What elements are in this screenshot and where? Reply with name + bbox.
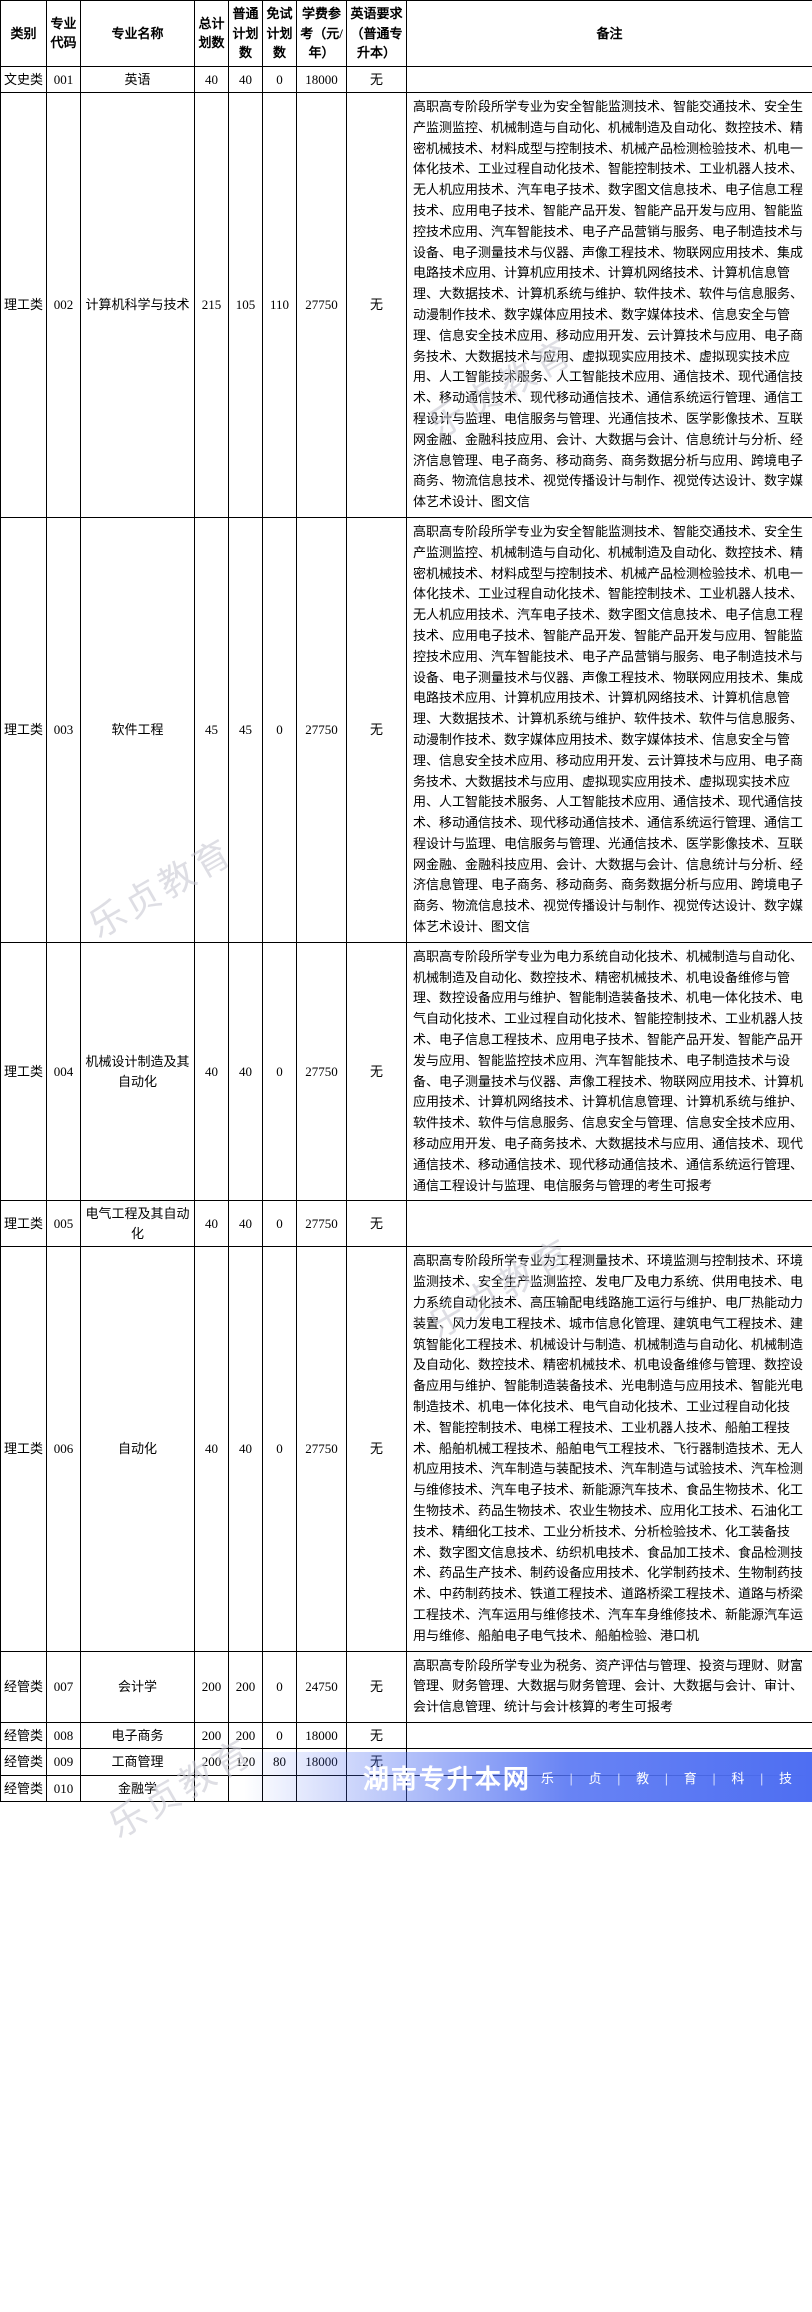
cell-remark: 高职高专阶段所学专业为电力系统自动化技术、机械制造与自动化、机械制造及自动化、数…: [407, 942, 812, 1201]
col-header: 专业名称: [81, 1, 195, 67]
col-header: 学费参考（元/年）: [297, 1, 347, 67]
cell-exempt: 110: [263, 93, 297, 518]
cell-name: 自动化: [81, 1247, 195, 1651]
cell-total: 215: [195, 93, 229, 518]
table-row: 理工类004机械设计制造及其自动化4040027750无高职高专阶段所学专业为电…: [1, 942, 812, 1201]
cell-name: 电子商务: [81, 1722, 195, 1749]
cell-remark: [407, 1722, 812, 1749]
cell-name: 电气工程及其自动化: [81, 1201, 195, 1247]
cell-normal: 40: [229, 942, 263, 1201]
cell-cat: 理工类: [1, 942, 47, 1201]
table-row: 理工类002计算机科学与技术21510511027750无高职高专阶段所学专业为…: [1, 93, 812, 518]
table-row: 理工类005电气工程及其自动化4040027750无: [1, 1201, 812, 1247]
table-row: 理工类006自动化4040027750无高职高专阶段所学专业为工程测量技术、环境…: [1, 1247, 812, 1651]
table-row: 文史类001英语4040018000无: [1, 66, 812, 93]
cell-cat: 经管类: [1, 1651, 47, 1722]
cell-remark: 高职高专阶段所学专业为税务、资产评估与管理、投资与理财、财富管理、财务管理、大数…: [407, 1651, 812, 1722]
cell-code: 002: [47, 93, 81, 518]
cell-remark: 高职高专阶段所学专业为安全智能监测技术、智能交通技术、安全生产监测监控、机械制造…: [407, 517, 812, 942]
cell-code: 006: [47, 1247, 81, 1651]
cell-total: 200: [195, 1722, 229, 1749]
cell-eng: 无: [347, 942, 407, 1201]
cell-exempt: 0: [263, 66, 297, 93]
table-row: 理工类003软件工程4545027750无高职高专阶段所学专业为安全智能监测技术…: [1, 517, 812, 942]
cell-code: 003: [47, 517, 81, 942]
col-header: 免试计划数: [263, 1, 297, 67]
footer-subtitle: 乐 | 贞 | 教 | 育 | 科 | 技: [541, 1768, 798, 1787]
cell-cat: 理工类: [1, 1247, 47, 1651]
cell-cat: 理工类: [1, 93, 47, 518]
cell-eng: 无: [347, 93, 407, 518]
cell-fee: 18000: [297, 66, 347, 93]
cell-exempt: 0: [263, 1201, 297, 1247]
cell-fee: 27750: [297, 942, 347, 1201]
cell-normal: 40: [229, 66, 263, 93]
cell-fee: 24750: [297, 1651, 347, 1722]
cell-code: 004: [47, 942, 81, 1201]
cell-total: 200: [195, 1651, 229, 1722]
cell-eng: 无: [347, 1722, 407, 1749]
cell-total: 40: [195, 1247, 229, 1651]
cell-eng: 无: [347, 1201, 407, 1247]
cell-name: 会计学: [81, 1651, 195, 1722]
cell-remark: [407, 66, 812, 93]
table-header-row: 类别专业代码专业名称总计划数普通计划数免试计划数学费参考（元/年）英语要求（普通…: [1, 1, 812, 67]
cell-exempt: 0: [263, 942, 297, 1201]
cell-exempt: 0: [263, 1722, 297, 1749]
col-header: 普通计划数: [229, 1, 263, 67]
cell-code: 007: [47, 1651, 81, 1722]
table-row: 经管类008电子商务200200018000无: [1, 1722, 812, 1749]
cell-exempt: 0: [263, 1651, 297, 1722]
cell-remark: 高职高专阶段所学专业为工程测量技术、环境监测与控制技术、环境监测技术、安全生产监…: [407, 1247, 812, 1651]
cell-fee: 27750: [297, 1247, 347, 1651]
cell-normal: 45: [229, 517, 263, 942]
cell-name: 英语: [81, 66, 195, 93]
cell-code: 008: [47, 1722, 81, 1749]
cell-exempt: 0: [263, 1247, 297, 1651]
cell-fee: 27750: [297, 1201, 347, 1247]
cell-name: 软件工程: [81, 517, 195, 942]
cell-normal: 40: [229, 1247, 263, 1651]
col-header: 总计划数: [195, 1, 229, 67]
cell-total: 40: [195, 1201, 229, 1247]
cell-exempt: 0: [263, 517, 297, 942]
cell-cat: 理工类: [1, 517, 47, 942]
footer-title: 湖南专升本网: [363, 1759, 531, 1796]
cell-normal: 200: [229, 1651, 263, 1722]
cell-eng: 无: [347, 1651, 407, 1722]
col-header: 英语要求（普通专升本）: [347, 1, 407, 67]
col-header: 备注: [407, 1, 812, 67]
cell-eng: 无: [347, 1247, 407, 1651]
col-header: 专业代码: [47, 1, 81, 67]
cell-remark: 高职高专阶段所学专业为安全智能监测技术、智能交通技术、安全生产监测监控、机械制造…: [407, 93, 812, 518]
cell-normal: 200: [229, 1722, 263, 1749]
cell-cat: 经管类: [1, 1722, 47, 1749]
cell-cat: 文史类: [1, 66, 47, 93]
major-table: 类别专业代码专业名称总计划数普通计划数免试计划数学费参考（元/年）英语要求（普通…: [0, 0, 812, 1802]
cell-fee: 18000: [297, 1722, 347, 1749]
table-row: 经管类007会计学200200024750无高职高专阶段所学专业为税务、资产评估…: [1, 1651, 812, 1722]
cell-name: 机械设计制造及其自动化: [81, 942, 195, 1201]
cell-name: 计算机科学与技术: [81, 93, 195, 518]
cell-total: 40: [195, 66, 229, 93]
cell-code: 001: [47, 66, 81, 93]
footer-banner: 湖南专升本网 乐 | 贞 | 教 | 育 | 科 | 技: [0, 1752, 812, 1802]
col-header: 类别: [1, 1, 47, 67]
cell-cat: 理工类: [1, 1201, 47, 1247]
cell-normal: 105: [229, 93, 263, 518]
cell-fee: 27750: [297, 93, 347, 518]
cell-eng: 无: [347, 517, 407, 942]
cell-fee: 27750: [297, 517, 347, 942]
cell-total: 40: [195, 942, 229, 1201]
cell-normal: 40: [229, 1201, 263, 1247]
cell-total: 45: [195, 517, 229, 942]
cell-eng: 无: [347, 66, 407, 93]
cell-remark: [407, 1201, 812, 1247]
cell-code: 005: [47, 1201, 81, 1247]
